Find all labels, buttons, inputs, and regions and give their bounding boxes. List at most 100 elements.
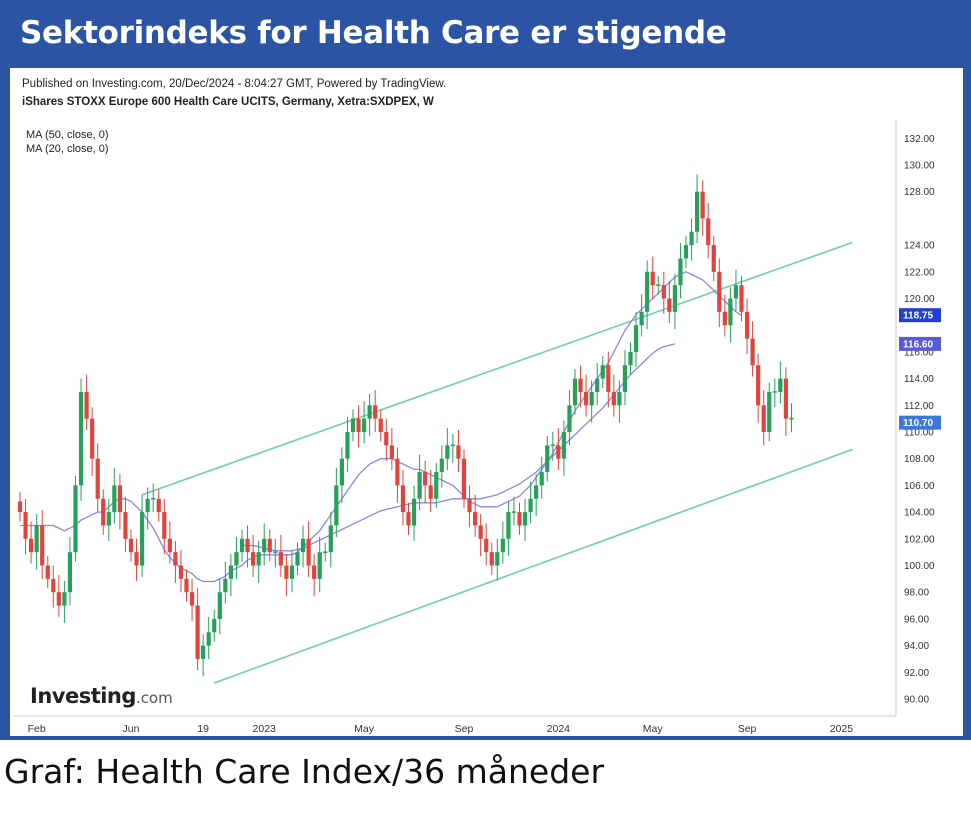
candle-body	[78, 391, 84, 486]
candle-body	[434, 472, 439, 499]
candle-body	[767, 391, 772, 432]
candle-body	[145, 498, 150, 513]
candle-body	[744, 311, 750, 339]
ma20-line	[20, 271, 742, 583]
channel-lower-line	[213, 448, 853, 684]
candle-body	[467, 498, 472, 513]
y-tick-label: 104.00	[904, 508, 935, 519]
candle-body	[400, 485, 406, 513]
candle-body	[323, 551, 328, 553]
candle-body	[184, 578, 189, 593]
candle-body	[178, 565, 184, 579]
ma50-price-tag-bg	[899, 336, 941, 351]
candle-body	[622, 365, 628, 392]
candle-body	[378, 418, 383, 432]
candle-body	[689, 231, 694, 246]
x-tick-label: Feb	[28, 723, 46, 735]
candle-body	[783, 378, 788, 419]
candle-body	[95, 458, 100, 499]
candle-body	[34, 525, 39, 553]
candle-body	[645, 271, 650, 312]
candle-body	[345, 432, 350, 459]
candle-body	[445, 445, 450, 459]
candle-body	[350, 418, 356, 432]
last-price-tag-bg	[899, 415, 941, 430]
candle-body	[367, 405, 372, 419]
candle-body	[317, 552, 322, 579]
y-tick-label: 110.00	[904, 428, 934, 439]
y-tick-label: 98.00	[904, 588, 929, 599]
candle-body	[73, 485, 78, 553]
candle-body	[728, 298, 733, 326]
candle-body	[484, 538, 489, 553]
y-tick-label: 124.00	[904, 241, 935, 252]
candle-body	[411, 498, 417, 526]
y-tick-label: 102.00	[904, 534, 935, 545]
candle-body	[17, 501, 23, 513]
candle-body	[223, 578, 228, 593]
candle-body	[40, 525, 45, 566]
y-tick-label: 100.00	[904, 561, 935, 572]
candle-body	[778, 378, 783, 392]
ma50-price-tag: 116.60	[903, 339, 933, 350]
y-tick-label: 96.00	[904, 614, 929, 625]
candle-body	[267, 538, 272, 553]
x-tick-label: Jun	[123, 723, 140, 735]
candle-body	[201, 645, 206, 659]
y-tick-label: 94.00	[904, 641, 929, 652]
candle-body	[539, 472, 544, 486]
candle-body	[556, 445, 561, 459]
candle-body	[495, 552, 500, 566]
candle-body	[772, 391, 777, 393]
candle-body	[595, 378, 600, 392]
candle-body	[51, 578, 56, 593]
candle-body	[300, 538, 306, 553]
candle-body	[545, 445, 550, 473]
candle-body	[56, 592, 61, 606]
candle-body	[173, 552, 178, 566]
candle-body	[456, 445, 461, 459]
candle-body	[711, 245, 716, 272]
logo-main: Investing	[30, 684, 136, 708]
candle-body	[406, 512, 411, 526]
candle-body	[106, 512, 111, 526]
candle-body	[561, 432, 566, 459]
candle-body	[134, 552, 139, 566]
x-tick-label: 19	[197, 723, 209, 735]
candle-body	[289, 565, 295, 579]
candle-body	[572, 378, 578, 406]
candle-body	[639, 311, 644, 326]
candle-body	[756, 365, 761, 406]
candle-body	[195, 605, 200, 659]
candle-body	[761, 405, 766, 432]
candle-body	[633, 325, 639, 352]
candle-body	[306, 538, 311, 566]
ma50-line	[242, 343, 676, 552]
candle-body	[706, 218, 711, 246]
candle-body	[522, 512, 528, 526]
y-tick-label: 120.00	[904, 294, 935, 305]
candle-body	[67, 552, 73, 593]
x-tick-label: 2024	[547, 723, 571, 735]
y-tick-label: 90.00	[904, 695, 929, 706]
candle-body	[578, 378, 583, 392]
investing-logo: Investing.com	[30, 684, 173, 708]
candle-body	[373, 405, 378, 419]
candle-body	[534, 485, 539, 499]
logo-suffix: .com	[135, 689, 173, 707]
candle-body	[384, 432, 389, 446]
candle-body	[789, 417, 794, 420]
chart-caption: Graf: Health Care Index/36 måneder	[4, 752, 605, 791]
candle-body	[550, 444, 555, 447]
candle-body	[428, 485, 433, 499]
candle-body	[506, 512, 511, 539]
candle-body	[256, 552, 261, 566]
candle-body	[212, 618, 217, 633]
candle-body	[312, 565, 317, 579]
x-tick-label: Sep	[738, 723, 757, 735]
candle-body	[661, 285, 666, 299]
candle-body	[672, 285, 677, 312]
y-tick-label: 106.00	[904, 481, 935, 492]
candle-body	[600, 365, 605, 379]
candle-body	[140, 512, 145, 566]
